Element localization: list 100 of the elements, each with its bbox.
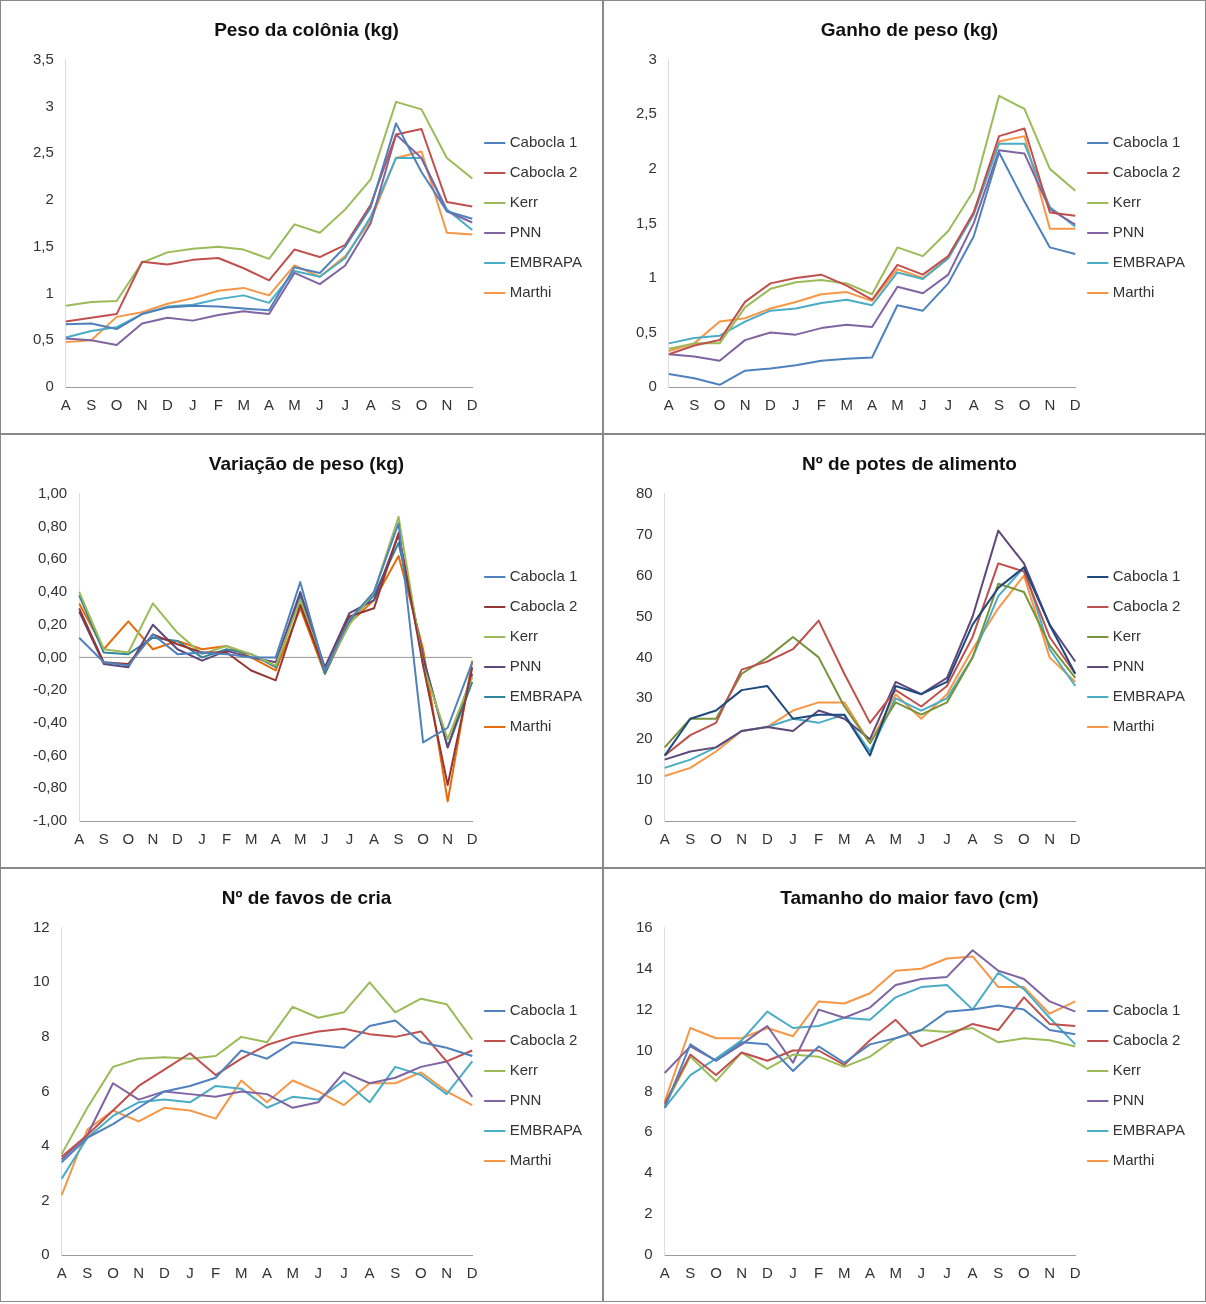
legend-label: Cabocla 1: [509, 133, 578, 151]
x-tick-label: A: [663, 396, 674, 414]
x-tick-label: N: [736, 1264, 748, 1282]
x-tick-label: M: [889, 830, 902, 848]
chart-title: Peso da colônia (kg): [214, 18, 399, 40]
y-tick-label: 0,60: [37, 549, 68, 567]
x-tick-label: J: [792, 396, 800, 414]
y-tick-label: 20: [636, 729, 653, 747]
x-tick-label: A: [659, 830, 670, 848]
y-tick-label: 0,5: [32, 330, 54, 348]
x-tick-label: N: [136, 396, 148, 414]
x-tick-label: O: [415, 396, 428, 414]
x-tick-label: A: [864, 1264, 875, 1282]
x-tick-label: O: [107, 1264, 119, 1282]
y-tick-label: 2,5: [32, 143, 54, 161]
legend-label: Marthi: [509, 717, 552, 735]
y-tick-label: 6: [41, 1081, 50, 1099]
y-tick-label: 0,20: [37, 614, 68, 632]
legend-label: Kerr: [509, 1061, 539, 1079]
x-tick-label: A: [264, 396, 275, 414]
legend-label: EMBRAPA: [509, 253, 583, 271]
legend-label: EMBRAPA: [509, 1121, 583, 1139]
y-tick-label: -0,80: [32, 778, 68, 796]
x-tick-label: S: [685, 1264, 696, 1282]
legend-label: EMBRAPA: [509, 687, 583, 705]
y-tick-label: 1: [45, 283, 54, 301]
x-tick-label: D: [466, 396, 478, 414]
x-tick-label: J: [943, 1264, 951, 1282]
x-tick-label: J: [944, 396, 953, 414]
y-tick-label: 1: [648, 268, 657, 286]
x-tick-label: J: [919, 396, 927, 414]
x-tick-label: J: [316, 396, 324, 414]
y-tick-label: 1,00: [37, 483, 68, 501]
x-tick-label: S: [98, 830, 109, 848]
y-tick-label: 0: [644, 1245, 653, 1263]
legend-label: Cabocla 2: [1112, 163, 1181, 181]
x-tick-label: O: [1018, 396, 1031, 414]
x-tick-label: N: [1044, 1264, 1056, 1282]
x-tick-label: M: [891, 396, 904, 414]
legend-label: PNN: [509, 657, 542, 675]
y-tick-label: 12: [33, 917, 50, 935]
x-tick-label: S: [82, 1264, 93, 1282]
x-tick-label: S: [390, 1264, 401, 1282]
x-tick-label: M: [889, 1264, 902, 1282]
x-tick-label: S: [86, 396, 97, 414]
x-tick-label: A: [261, 1264, 272, 1282]
x-tick-label: N: [133, 1264, 145, 1282]
x-tick-label: J: [341, 396, 350, 414]
y-tick-label: 0,5: [635, 322, 657, 340]
legend-label: Cabocla 1: [1112, 567, 1181, 585]
legend-label: EMBRAPA: [1112, 687, 1186, 705]
x-tick-label: J: [789, 830, 797, 848]
legend-label: Kerr: [1112, 1061, 1142, 1079]
x-tick-label: S: [391, 396, 402, 414]
y-tick-label: 2,5: [635, 104, 657, 122]
x-tick-label: D: [1069, 830, 1081, 848]
x-tick-label: A: [270, 830, 281, 848]
legend-label: Kerr: [509, 627, 539, 645]
x-tick-label: O: [417, 830, 429, 848]
x-tick-label: A: [365, 396, 376, 414]
x-tick-label: N: [441, 396, 453, 414]
chart-title: Ganho de peso (kg): [820, 18, 999, 40]
x-tick-label: D: [1069, 1264, 1081, 1282]
legend-label: Cabocla 1: [509, 567, 578, 585]
y-tick-label: 3: [45, 96, 54, 114]
y-tick-label: 60: [636, 565, 653, 583]
y-tick-label: 6: [644, 1122, 653, 1140]
x-tick-label: O: [1018, 1264, 1030, 1282]
x-tick-label: M: [294, 830, 307, 848]
y-tick-label: 4: [41, 1136, 50, 1154]
x-tick-label: O: [122, 830, 135, 848]
y-tick-label: 0: [41, 1245, 50, 1263]
x-tick-label: O: [415, 1264, 427, 1282]
legend-label: EMBRAPA: [1112, 1121, 1186, 1139]
y-tick-label: 12: [636, 999, 653, 1017]
x-tick-label: N: [1044, 830, 1056, 848]
y-tick-label: 10: [636, 770, 653, 788]
x-tick-label: N: [1044, 396, 1056, 414]
legend-label: Marthi: [509, 1151, 552, 1169]
y-tick-label: 30: [636, 688, 653, 706]
x-tick-label: J: [186, 1264, 194, 1282]
x-tick-label: M: [838, 830, 851, 848]
legend-label: Cabocla 1: [1112, 1001, 1181, 1019]
x-tick-label: J: [943, 830, 951, 848]
legend-label: Cabocla 1: [1112, 133, 1181, 151]
x-tick-label: A: [364, 1264, 375, 1282]
x-tick-label: N: [442, 830, 454, 848]
x-tick-label: D: [466, 830, 478, 848]
y-tick-label: 16: [636, 917, 653, 935]
x-tick-label: J: [345, 830, 354, 848]
y-tick-label: 0: [45, 377, 54, 395]
x-tick-label: D: [761, 830, 773, 848]
x-tick-label: M: [286, 1264, 299, 1282]
legend-label: Marthi: [509, 283, 552, 301]
legend-label: Kerr: [509, 193, 539, 211]
y-tick-label: 8: [41, 1027, 50, 1045]
x-tick-label: J: [321, 830, 329, 848]
y-tick-label: -0,60: [32, 745, 68, 763]
x-tick-label: N: [736, 830, 748, 848]
x-tick-label: M: [235, 1264, 248, 1282]
